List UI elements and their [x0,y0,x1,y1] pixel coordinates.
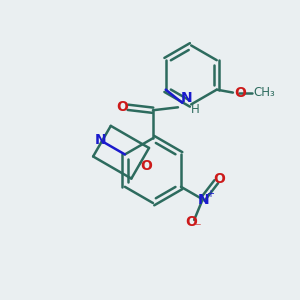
Text: CH₃: CH₃ [254,86,275,99]
Text: O: O [234,85,246,100]
Text: O: O [213,172,225,186]
Text: N: N [198,193,210,207]
Text: O: O [185,215,197,229]
Text: ⁻: ⁻ [194,221,201,234]
Text: O: O [117,100,129,114]
Text: +: + [206,189,214,199]
Text: H: H [191,103,200,116]
Text: N: N [95,134,106,147]
Text: N: N [180,91,192,105]
Text: O: O [140,160,152,173]
